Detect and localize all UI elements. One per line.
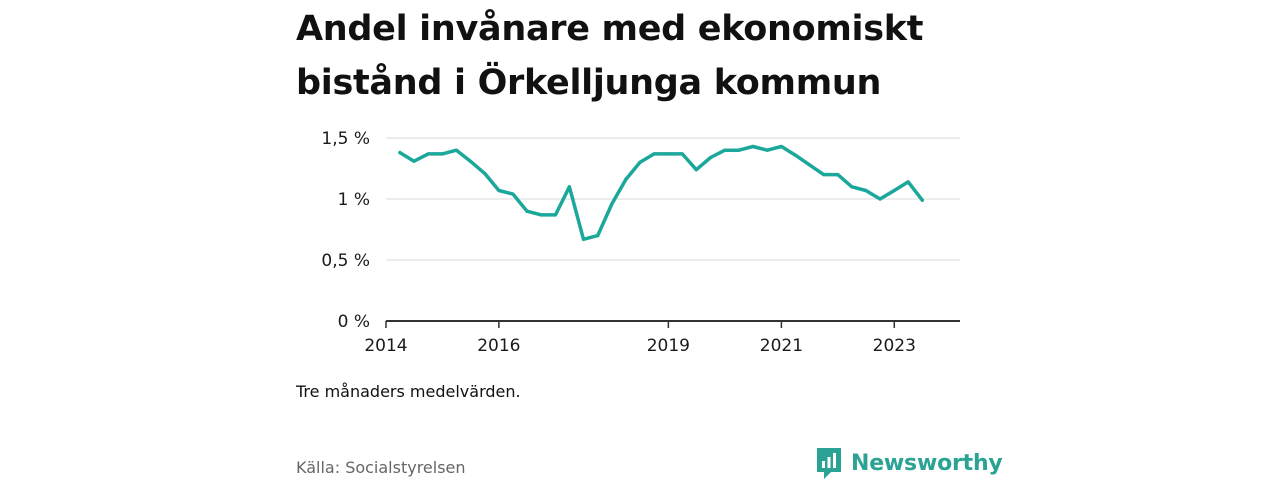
- data-point: [836, 173, 840, 177]
- data-point: [581, 237, 586, 241]
- data-point: [440, 152, 444, 156]
- series-line: [398, 144, 925, 242]
- data-point: [850, 185, 854, 189]
- data-point: [638, 160, 642, 164]
- grid-lines: [386, 137, 960, 261]
- data-point: [793, 153, 797, 157]
- data-point: [426, 152, 430, 156]
- brand-logo[interactable]: Newsworthy: [815, 446, 1003, 480]
- x-axis: 2014 2016 2019 2021 2023: [364, 321, 916, 356]
- data-point: [468, 159, 472, 163]
- x-tick-label: 2014: [364, 336, 407, 356]
- x-tick-label: 2021: [760, 336, 803, 356]
- data-point: [878, 197, 882, 201]
- newsworthy-logo-icon: [817, 448, 841, 479]
- data-point: [822, 173, 826, 177]
- y-tick-label: 0 %: [338, 312, 370, 332]
- data-point: [511, 192, 515, 196]
- data-point: [525, 209, 529, 213]
- source-text: Källa: Socialstyrelsen: [296, 458, 466, 477]
- chart-note: Tre månaders medelvärden.: [296, 382, 521, 401]
- data-point: [398, 151, 402, 155]
- data-point: [539, 213, 543, 217]
- series-group: [398, 144, 925, 242]
- x-tick-label: 2023: [873, 336, 916, 356]
- data-point: [906, 180, 910, 184]
- chart-title: Andel invånare med ekonomiskt bistånd i …: [296, 9, 924, 103]
- data-point: [454, 148, 458, 152]
- data-point: [412, 159, 416, 163]
- data-point: [807, 163, 812, 167]
- x-tick-label: 2016: [477, 336, 520, 356]
- data-point: [723, 148, 727, 152]
- brand-name: Newsworthy: [851, 450, 1003, 476]
- data-point: [694, 168, 698, 172]
- data-point: [553, 213, 558, 217]
- data-point: [920, 198, 924, 202]
- data-point: [892, 188, 896, 193]
- y-tick-label: 1 %: [338, 190, 370, 210]
- y-axis: 0 % 0,5 % 1 % 1,5 %: [321, 129, 370, 332]
- data-point: [864, 188, 868, 193]
- data-point: [497, 188, 501, 193]
- data-point: [624, 177, 628, 182]
- data-point: [751, 144, 755, 149]
- x-tick-label: 2019: [647, 336, 690, 356]
- y-tick-label: 0,5 %: [321, 251, 370, 271]
- data-point: [737, 148, 741, 152]
- data-point: [709, 155, 713, 160]
- data-point: [483, 171, 487, 175]
- data-point: [610, 202, 614, 206]
- data-point: [765, 148, 769, 152]
- y-tick-label: 1,5 %: [321, 129, 370, 149]
- data-point: [680, 152, 684, 156]
- data-point: [567, 185, 572, 189]
- data-point: [596, 234, 600, 238]
- data-point: [652, 152, 656, 156]
- data-point: [666, 152, 671, 156]
- data-point: [779, 144, 784, 149]
